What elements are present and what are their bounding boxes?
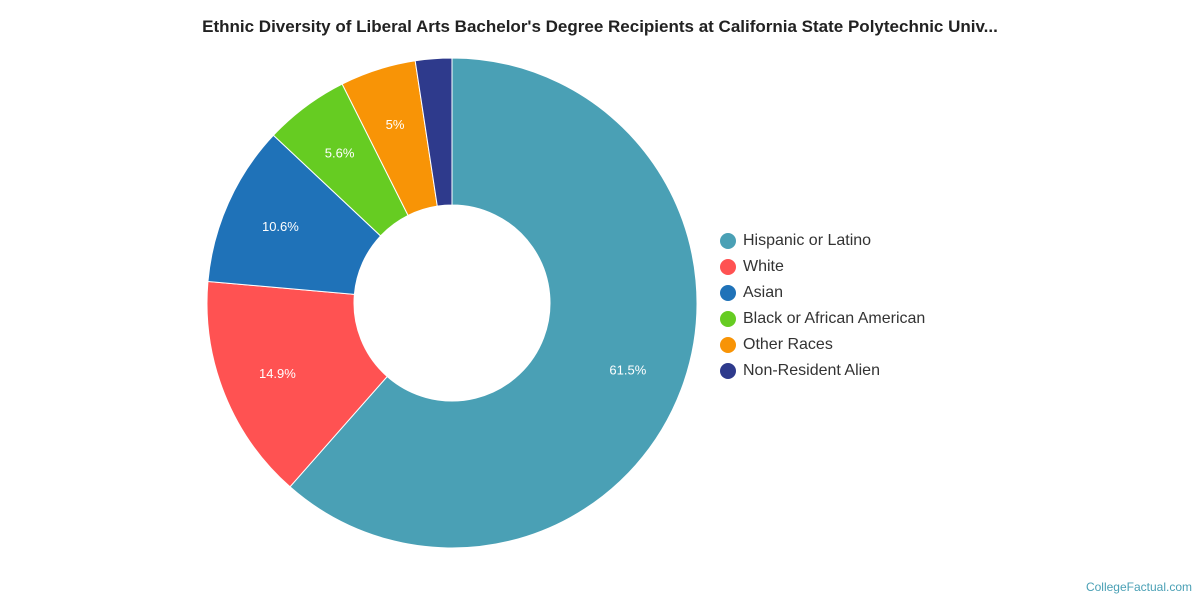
- legend-swatch-icon: [720, 233, 736, 249]
- legend-swatch-icon: [720, 285, 736, 301]
- data-label: 61.5%: [609, 362, 646, 377]
- legend-label: Black or African American: [743, 310, 926, 327]
- data-label: 5%: [386, 117, 405, 132]
- legend-label: Asian: [743, 284, 784, 301]
- chart-legend: Hispanic or Latino White Asian Black or Afr…: [720, 228, 925, 384]
- legend-swatch-icon: [720, 311, 736, 327]
- legend-item[interactable]: Other Races: [720, 332, 925, 358]
- data-label: 14.9%: [259, 366, 296, 381]
- data-label: 10.6%: [262, 219, 299, 234]
- legend-swatch-icon: [720, 259, 736, 275]
- chart-title: Ethnic Diversity of Liberal Arts Bachelo…: [202, 17, 998, 36]
- legend-item[interactable]: Hispanic or Latino: [720, 228, 925, 254]
- data-label: 5.6%: [325, 145, 355, 160]
- legend-label: Other Races: [743, 336, 833, 353]
- legend-item[interactable]: Asian: [720, 280, 925, 306]
- credit-link[interactable]: CollegeFactual.com: [1085, 580, 1192, 594]
- legend-item[interactable]: Non-Resident Alien: [720, 358, 925, 384]
- legend-swatch-icon: [720, 337, 736, 353]
- slice-hispanic-or-latino[interactable]: [289, 57, 698, 549]
- slice-white[interactable]: [206, 280, 388, 488]
- slice-non-resident-alien[interactable]: [414, 57, 453, 207]
- slice-asian[interactable]: [207, 134, 382, 295]
- legend-swatch-icon: [720, 363, 736, 379]
- legend-label: Hispanic or Latino: [743, 232, 872, 249]
- legend-label: White: [743, 258, 784, 275]
- legend-item[interactable]: Black or African American: [720, 306, 925, 332]
- legend-item[interactable]: White: [720, 254, 925, 280]
- legend-label: Non-Resident Alien: [743, 362, 880, 379]
